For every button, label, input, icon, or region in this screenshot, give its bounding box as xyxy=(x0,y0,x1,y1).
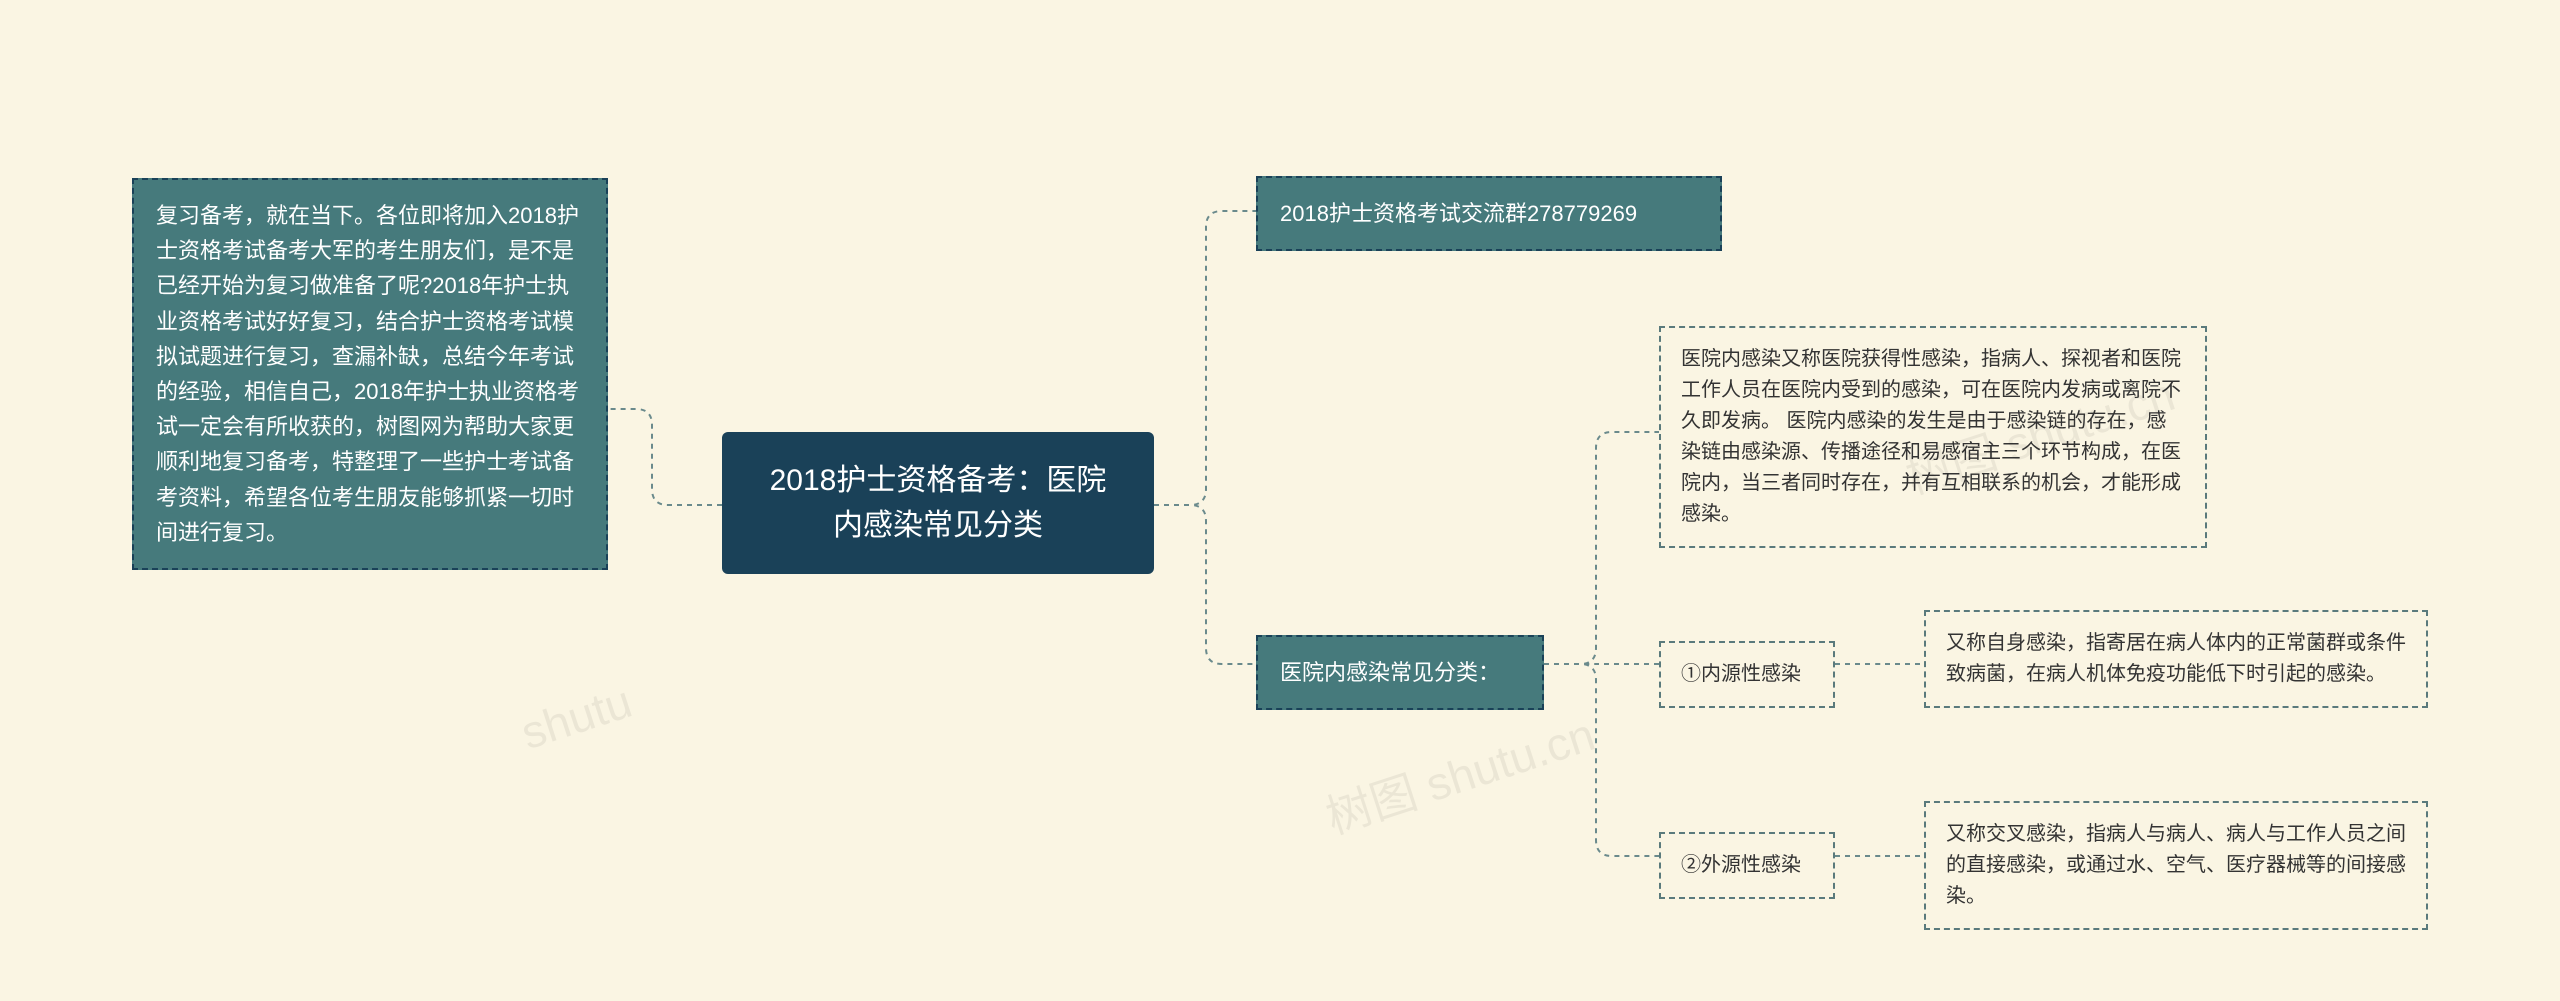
detail-a-text: 又称自身感染，指寄居在病人体内的正常菌群或条件致病菌，在病人机体免疫功能低下时引… xyxy=(1924,610,2428,708)
watermark: 树图 shutu.cn xyxy=(1317,699,1602,848)
center-node: 2018护士资格备考：医院内感染常见分类 xyxy=(722,432,1154,574)
detail-b-text: 又称交叉感染，指病人与病人、病人与工作人员之间的直接感染，或通过水、空气、医疗器… xyxy=(1924,801,2428,930)
detail-a-label: ①内源性感染 xyxy=(1659,641,1835,708)
edge xyxy=(1154,505,1256,664)
detail-intro-node: 医院内感染又称医院获得性感染，指病人、探视者和医院工作人员在医院内受到的感染，可… xyxy=(1659,326,2207,548)
edge xyxy=(1544,432,1659,664)
edge xyxy=(1154,211,1256,505)
edge xyxy=(1544,664,1659,856)
watermark: shutu xyxy=(514,674,638,760)
detail-b-label: ②外源性感染 xyxy=(1659,832,1835,899)
edge xyxy=(608,409,722,505)
right-bottom-node: 医院内感染常见分类： xyxy=(1256,635,1544,710)
right-top-node: 2018护士资格考试交流群278779269 xyxy=(1256,176,1722,251)
left-intro-node: 复习备考，就在当下。各位即将加入2018护士资格考试备考大军的考生朋友们，是不是… xyxy=(132,178,608,570)
